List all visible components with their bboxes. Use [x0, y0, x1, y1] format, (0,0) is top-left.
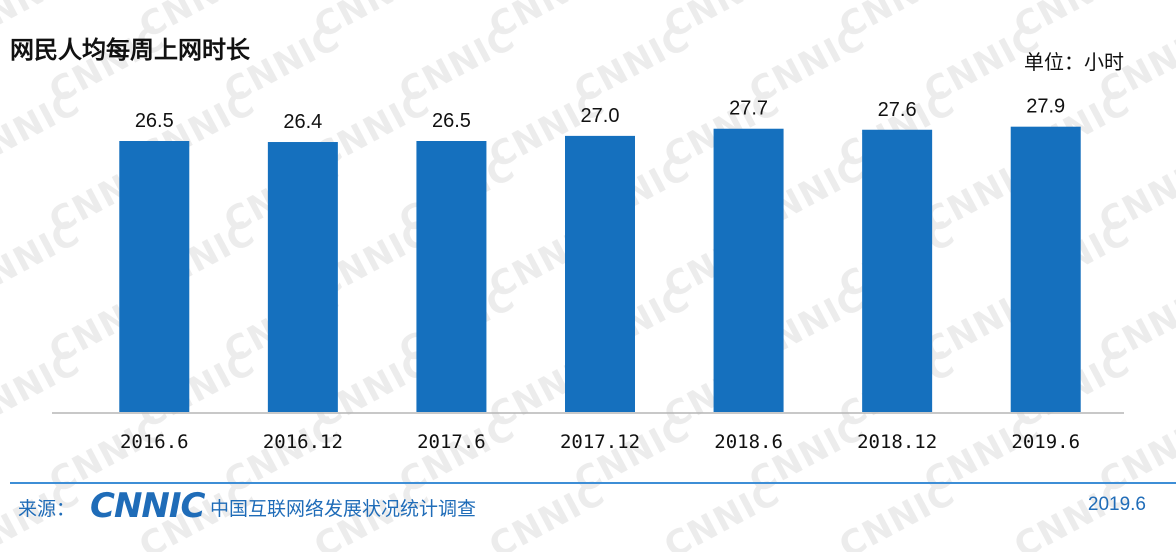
value-label: 26.5	[432, 110, 471, 132]
bar-2016.12	[267, 142, 338, 412]
x-tick-label: 2018.12	[857, 431, 937, 453]
value-label: 26.5	[135, 110, 174, 132]
x-tick-label: 2019.6	[1011, 431, 1080, 453]
watermark-text: CNNIC	[832, 473, 962, 552]
watermark-text: CNNIC	[482, 473, 612, 552]
unit-label: 单位：小时	[1024, 50, 1124, 74]
bar-chart: 26.5 2016.6 26.4 2016.12 26.5 2017.6 27.0 2017.…	[52, 96, 1124, 453]
bar-2017.6	[416, 141, 487, 412]
value-label: 26.4	[283, 111, 322, 133]
value-label: 27.0	[581, 105, 620, 127]
x-tick-label: 2018.6	[714, 431, 783, 453]
bar-2018.6	[713, 128, 784, 412]
source-name: 中国互联网络发展状况统计调查	[210, 498, 477, 520]
value-label: 27.9	[1026, 96, 1065, 118]
watermark-text: CNNIC	[657, 473, 787, 552]
bar-2018.12	[862, 129, 933, 412]
value-label: 27.6	[878, 99, 917, 121]
bar-2016.6	[119, 141, 190, 412]
footer-divider	[10, 482, 1176, 484]
x-tick-label: 2016.12	[263, 431, 343, 453]
value-label: 27.7	[729, 98, 768, 120]
chart-title: 网民人均每周上网时长	[10, 35, 250, 64]
x-tick-label: 2017.6	[417, 431, 486, 453]
x-tick-label: 2017.12	[560, 431, 640, 453]
source-label: 来源：	[18, 498, 76, 520]
source-date: 2019.6	[1087, 494, 1146, 515]
x-tick-label: 2016.6	[120, 431, 189, 453]
cnnic-logo: CNNIC	[90, 486, 205, 526]
bar-2017.12	[565, 135, 635, 413]
bar-2019.6	[1010, 126, 1081, 413]
